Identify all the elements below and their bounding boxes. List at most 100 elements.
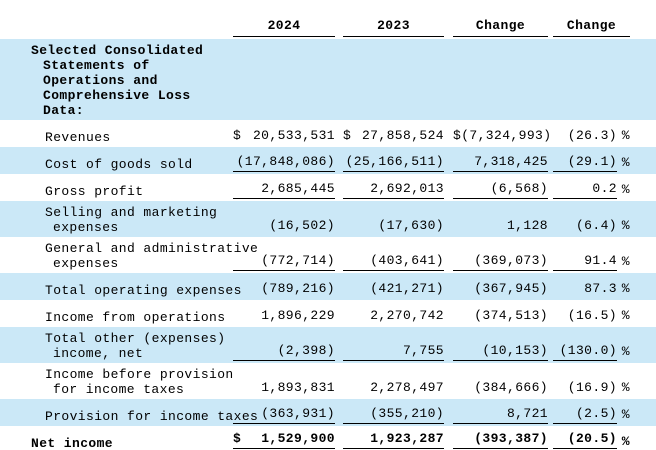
percent-value: (130.0) [553, 343, 617, 361]
row-label: Gross profit [45, 184, 144, 199]
table-row: Selected Consolidated Statements of Operat… [0, 39, 656, 120]
percent-sign: % [621, 344, 630, 359]
cell-value: 1,923,287 [370, 431, 444, 446]
table-row: Income from operations 1,896,229 2,270,742… [0, 300, 656, 327]
cell-change-amount: (367,945) [453, 281, 548, 298]
currency-symbol: $ [233, 128, 242, 143]
cell-change-percent: 91.4% [553, 253, 630, 271]
table-row: General and administrative expenses (772,7… [0, 237, 656, 273]
row-label: General and administrative expenses [45, 241, 259, 271]
cell-change-percent: (26.3)% [553, 128, 630, 145]
cell-value: 27,858,524 [361, 128, 444, 143]
cell-2023: $27,858,524 [343, 128, 444, 145]
cell-change-percent: (29.1)% [553, 154, 630, 172]
cell-change-amount: (10,153) [453, 343, 548, 361]
cell-2024: (16,502) [233, 218, 335, 235]
currency-symbol: $ [233, 431, 242, 446]
cell-2024: $20,533,531 [233, 128, 335, 145]
cell-change-amount: 8,721 [453, 406, 548, 424]
cell-2023: 1,923,287 [343, 431, 444, 450]
cell-change-amount: (393,387) [453, 431, 548, 450]
cell-value: (17,848,086) [236, 154, 335, 169]
cell-2024: (2,398) [233, 343, 335, 361]
row-label: Income before provision for income taxes [45, 367, 234, 397]
cell-value: 1,128 [506, 218, 548, 233]
cell-value: (2,398) [277, 343, 335, 358]
percent-sign: % [621, 254, 630, 269]
cell-value: (7,324,993) [461, 128, 552, 143]
cell-value: (25,166,511) [345, 154, 444, 169]
cell-2024: 1,896,229 [233, 308, 335, 325]
percent-sign: % [621, 407, 630, 422]
table-row: Revenues $20,533,531 $27,858,524 $ (7,324,99… [0, 120, 656, 147]
cell-2023: (17,630) [343, 218, 444, 235]
cell-2024: (363,931) [233, 406, 335, 424]
table-row: Total other (expenses) income, net (2,398)… [0, 327, 656, 363]
table-row: Selling and marketing expenses (16,502) (17… [0, 201, 656, 237]
cell-value: 7,318,425 [474, 154, 548, 169]
percent-value: (2.5) [553, 406, 617, 424]
cell-change-percent: (20.5)% [553, 431, 630, 450]
row-label: Income from operations [45, 310, 226, 325]
percent-sign: % [621, 218, 630, 233]
column-header-2023: 2023 [343, 18, 444, 37]
cell-change-amount: (6,568) [453, 181, 548, 199]
cell-change-percent: 0.2% [553, 181, 630, 199]
cell-change-percent: 87.3% [553, 281, 630, 298]
cell-2023: 2,270,742 [343, 308, 444, 325]
percent-sign: % [621, 434, 630, 449]
cell-2023: 7,755 [343, 343, 444, 361]
cell-2023: (403,641) [343, 253, 444, 271]
cell-2024: (772,714) [233, 253, 335, 271]
cell-change-amount: 1,128 [453, 218, 548, 235]
row-label: Provision for income taxes [45, 409, 259, 424]
percent-value: (26.3) [567, 128, 617, 143]
table-row: Net income $1,529,900 1,923,287 (393,387) (2… [0, 426, 656, 450]
percent-sign: % [621, 380, 630, 395]
percent-sign: % [621, 182, 630, 197]
percent-value: (16.9) [567, 380, 617, 395]
cell-value: (403,641) [370, 253, 444, 268]
cell-change-percent: (16.9)% [553, 380, 630, 397]
percent-value: (20.5) [553, 431, 617, 450]
percent-sign: % [621, 128, 630, 143]
row-label: Revenues [45, 130, 111, 145]
cell-value: 1,896,229 [261, 308, 335, 323]
percent-sign: % [621, 308, 630, 323]
row-label: Cost of goods sold [45, 157, 193, 172]
row-label: Total other (expenses) income, net [45, 331, 226, 361]
cell-value: (355,210) [370, 406, 444, 421]
table-row: Gross profit 2,685,445 2,692,013 (6,568) 0.2… [0, 174, 656, 201]
cell-value: (16,502) [269, 218, 335, 233]
cell-value: 20,533,531 [252, 128, 335, 143]
cell-value: (363,931) [261, 406, 335, 421]
percent-value: 91.4 [553, 253, 617, 271]
column-header-change-percent: Change [553, 18, 630, 37]
table-row: Income before provision for income taxes 1… [0, 363, 656, 399]
percent-sign: % [621, 155, 630, 170]
cell-value: (772,714) [261, 253, 335, 268]
currency-symbol: $ [343, 128, 352, 143]
cell-value: (393,387) [474, 431, 548, 446]
row-label: Selected Consolidated Statements of Operat… [31, 43, 204, 118]
percent-value: (6.4) [575, 218, 617, 233]
column-header-2024: 2024 [233, 18, 335, 37]
percent-value: 87.3 [584, 281, 617, 296]
cell-value: 1,529,900 [261, 431, 335, 446]
row-label: Net income [31, 436, 114, 450]
cell-change-percent: (6.4)% [553, 218, 630, 235]
cell-2024: (17,848,086) [233, 154, 335, 172]
cell-value: 2,270,742 [370, 308, 444, 323]
cell-change-amount: (384,666) [453, 380, 548, 397]
cell-2023: (25,166,511) [343, 154, 444, 172]
percent-sign: % [621, 281, 630, 296]
cell-change-percent: (130.0)% [553, 343, 630, 361]
cell-value: (367,945) [474, 281, 548, 296]
cell-value: (17,630) [378, 218, 444, 233]
cell-change-amount: $ (7,324,993) [453, 128, 552, 145]
table-row: Total operating expenses (789,216) (421,27… [0, 273, 656, 300]
cell-2023: 2,278,497 [343, 380, 444, 397]
cell-value: 2,278,497 [370, 380, 444, 395]
cell-2024: 2,685,445 [233, 181, 335, 199]
